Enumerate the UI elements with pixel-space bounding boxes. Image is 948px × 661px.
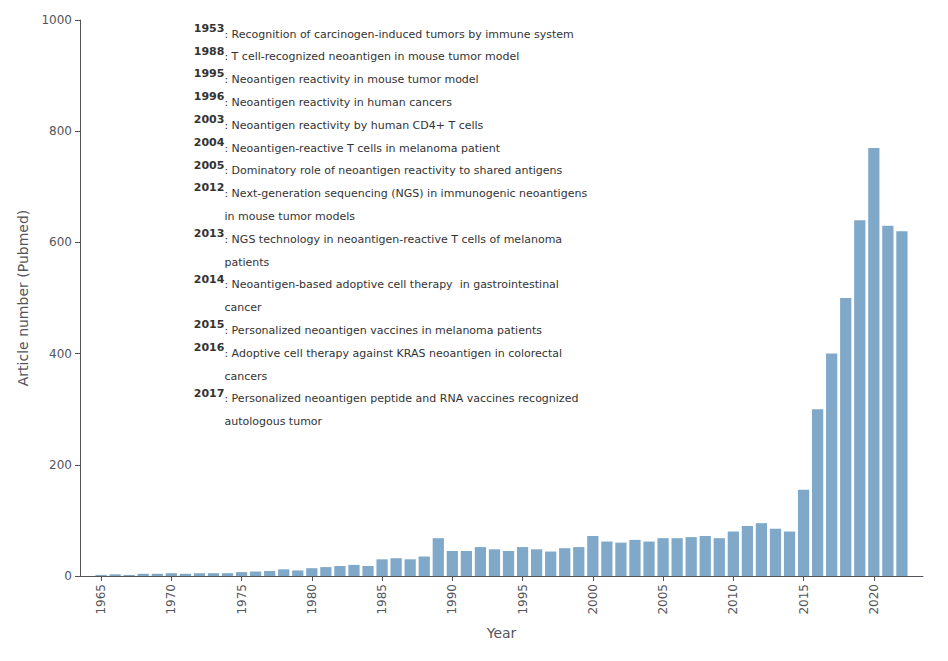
svg-text:1988: 1988 [194,45,225,58]
svg-text:2010: 2010 [726,584,740,615]
svg-text:1000: 1000 [41,13,72,27]
svg-text:200: 200 [49,458,72,472]
svg-text:1985: 1985 [375,584,389,615]
svg-text:1996: 1996 [194,90,225,103]
svg-text:1965: 1965 [94,584,108,615]
svg-text:2003: 2003 [194,113,225,126]
svg-text:2005: 2005 [656,584,670,615]
svg-text:autologous tumor: autologous tumor [224,415,322,428]
svg-text:: Dominatory role of neoantige: : Dominatory role of neoantigen reactivi… [224,164,562,177]
svg-text:600: 600 [49,235,72,249]
svg-text:: Recognition of carcinogen-in: : Recognition of carcinogen-induced tumo… [224,28,573,41]
svg-text:2015: 2015 [797,584,811,615]
svg-text:2015: 2015 [194,318,225,331]
svg-text:1980: 1980 [305,584,319,615]
svg-text:: Neoantigen-based adoptive ce: : Neoantigen-based adoptive cell therapy… [224,278,558,291]
svg-text:1995: 1995 [516,584,530,615]
svg-text:patients: patients [224,256,269,269]
svg-text:Year: Year [486,625,517,641]
svg-text:2012: 2012 [194,181,225,194]
svg-text:2000: 2000 [586,584,600,615]
svg-text:: Neoantigen reactivity in hum: : Neoantigen reactivity in human cancers [224,96,452,109]
svg-text:2013: 2013 [194,227,225,240]
svg-text:: T cell-recognized neoantigen: : T cell-recognized neoantigen in mouse … [224,50,519,63]
svg-text:: Next-generation sequencing (: : Next-generation sequencing (NGS) in im… [224,187,587,200]
svg-text:: Personalized neoantigen vacc: : Personalized neoantigen vaccines in me… [224,324,542,337]
svg-text:: Neoantigen reactivity in mou: : Neoantigen reactivity in mouse tumor m… [224,73,478,86]
svg-text:1990: 1990 [445,584,459,615]
svg-text:Article number (Pubmed): Article number (Pubmed) [15,210,31,386]
svg-text:2004: 2004 [194,136,225,149]
svg-text:2016: 2016 [194,341,225,354]
svg-text:cancers: cancers [224,370,267,383]
svg-text:800: 800 [49,124,72,138]
svg-text:1975: 1975 [235,584,249,615]
svg-text:400: 400 [49,347,72,361]
svg-text:in mouse tumor models: in mouse tumor models [224,210,355,223]
svg-text:2017: 2017 [194,387,225,400]
svg-text:: Neoantigen reactivity by hum: : Neoantigen reactivity by human CD4+ T … [224,119,483,132]
svg-text:: Adoptive cell therapy agains: : Adoptive cell therapy against KRAS neo… [224,347,562,360]
svg-text:: NGS technology in neoantigen: : NGS technology in neoantigen-reactive … [224,233,562,246]
svg-text:: Neoantigen-reactive T cells: : Neoantigen-reactive T cells in melanom… [224,142,500,155]
svg-text:2014: 2014 [194,273,225,286]
svg-text:1995: 1995 [194,67,225,80]
svg-text:1970: 1970 [164,584,178,615]
svg-text:1953: 1953 [194,22,225,35]
svg-text:cancer: cancer [224,301,262,314]
svg-text:2020: 2020 [867,584,881,615]
svg-text:0: 0 [64,569,72,583]
svg-text:2005: 2005 [194,159,225,172]
svg-text:: Personalized neoantigen pept: : Personalized neoantigen peptide and RN… [224,392,578,405]
